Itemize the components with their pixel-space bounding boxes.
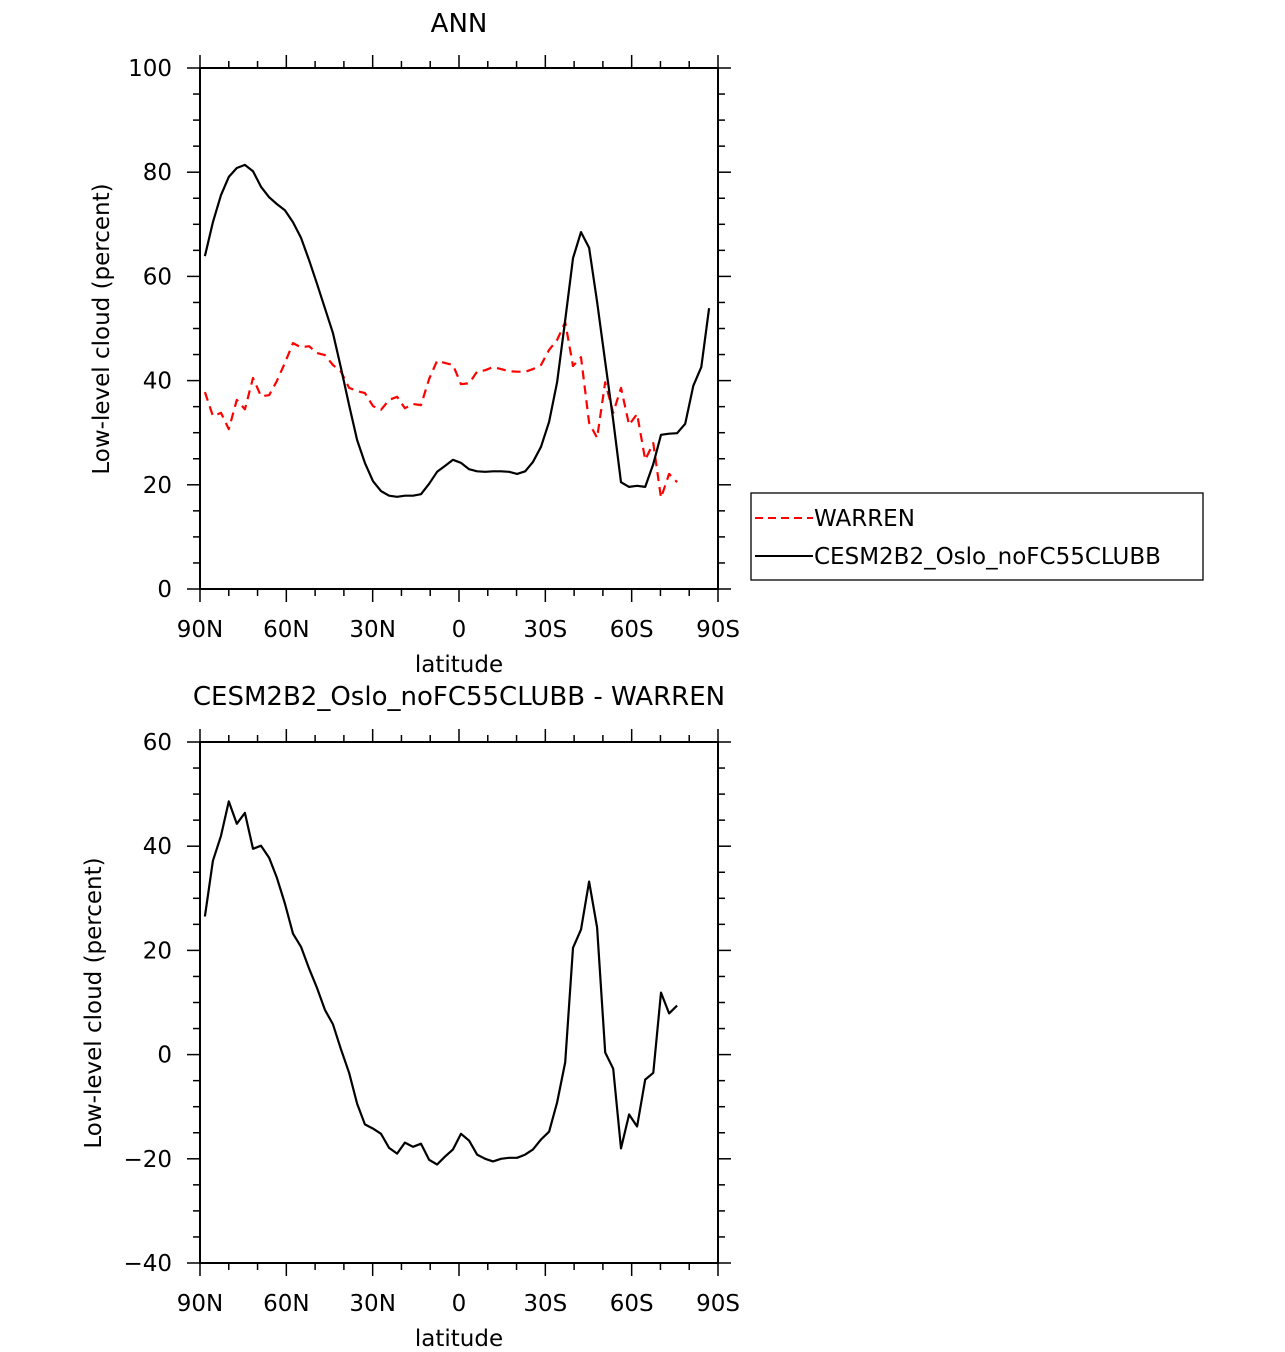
y-tick-label: −20: [123, 1147, 172, 1173]
legend-label-cesm: CESM2B2_Oslo_noFC55CLUBB: [814, 544, 1161, 570]
y-tick-label: 20: [143, 938, 172, 964]
plot-frame: [199, 67, 719, 590]
y-axis-label: Low-level cloud (percent): [89, 183, 115, 474]
plot-annual-cloud: ANN latitude Low-level cloud (percent) 9…: [89, 9, 740, 678]
x-tick-label: 30S: [523, 617, 567, 643]
x-tick-label: 90N: [177, 617, 223, 643]
y-tick-label: 60: [143, 730, 172, 756]
x-tick-label: 60S: [610, 617, 654, 643]
plot-title: CESM2B2_Oslo_noFC55CLUBB - WARREN: [193, 682, 725, 712]
legend-label-warren: WARREN: [814, 506, 915, 532]
x-tick-label: 30S: [523, 1291, 567, 1317]
x-tick-label: 0: [452, 617, 467, 643]
y-tick-label: 100: [128, 56, 172, 82]
y-tick-label: 20: [143, 473, 172, 499]
x-tick-label: 60N: [263, 617, 309, 643]
plot-difference: CESM2B2_Oslo_noFC55CLUBB - WARREN latitu…: [81, 682, 740, 1352]
legend: WARREN CESM2B2_Oslo_noFC55CLUBB: [750, 492, 1204, 581]
x-tick-label: 60N: [263, 1291, 309, 1317]
y-axis-label: Low-level cloud (percent): [81, 857, 107, 1148]
y-tick-label: −40: [123, 1251, 172, 1277]
plot-frame: [199, 741, 719, 1264]
y-tick-label: 80: [143, 160, 172, 186]
series-line-warren: [203, 321, 678, 499]
x-tick-label: 30N: [349, 1291, 395, 1317]
x-tick-label: 0: [452, 1291, 467, 1317]
x-axis-label: latitude: [415, 1326, 503, 1352]
x-axis-label: latitude: [415, 652, 503, 678]
x-tick-label: 30N: [349, 617, 395, 643]
x-tick-label: 60S: [610, 1291, 654, 1317]
y-tick-label: 60: [143, 264, 172, 290]
plot-title: ANN: [431, 9, 488, 39]
y-tick-label: 40: [143, 369, 172, 395]
legend-box: [750, 492, 1204, 581]
x-tick-label: 90S: [696, 1291, 740, 1317]
y-tick-label: 0: [157, 577, 172, 603]
series-line-difference: [203, 800, 678, 1166]
x-tick-label: 90S: [696, 617, 740, 643]
y-tick-label: 40: [143, 834, 172, 860]
series-line-cesm2b2-oslo-nofc55clubb: [203, 163, 711, 498]
y-tick-label: 0: [157, 1043, 172, 1069]
x-tick-label: 90N: [177, 1291, 223, 1317]
